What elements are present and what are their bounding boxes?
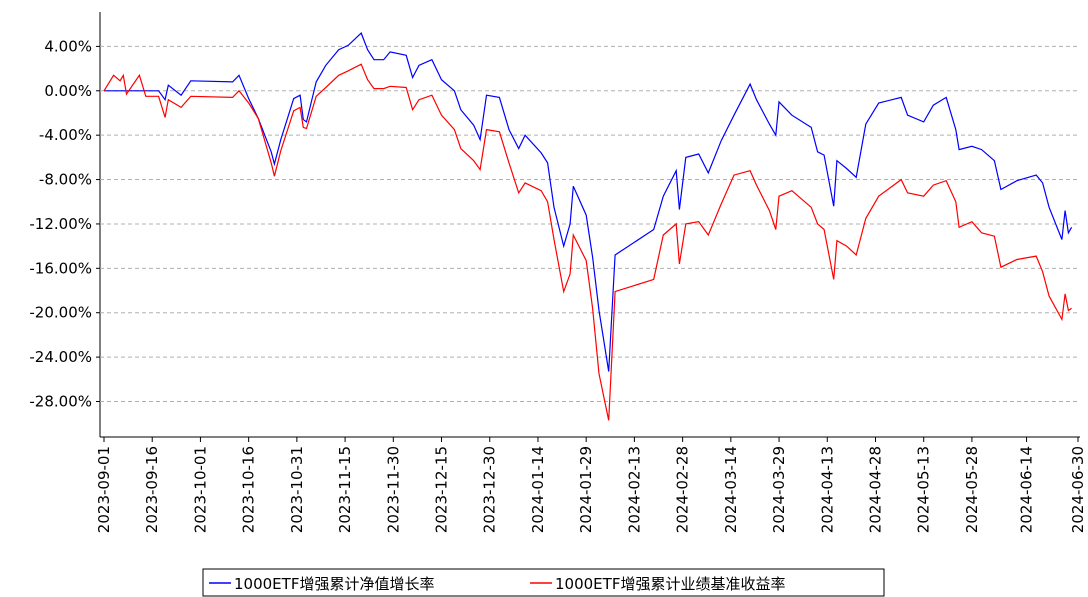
legend-label: 1000ETF增强累计净值增长率 [234, 575, 434, 593]
x-tick-label: 2024-05-13 [915, 446, 933, 533]
x-tick-label: 2023-09-01 [95, 446, 113, 533]
x-tick-label: 2024-01-14 [529, 446, 547, 533]
x-tick-label: 2023-12-30 [481, 446, 499, 533]
y-tick-label: 0.00% [44, 82, 92, 100]
x-tick-label: 2024-03-14 [722, 446, 740, 533]
y-tick-label: -8.00% [39, 171, 92, 189]
series-line [104, 32, 1073, 372]
y-tick-label: 4.00% [44, 37, 92, 55]
x-tick-label: 2024-05-28 [963, 446, 981, 533]
x-tick-label: 2023-12-15 [433, 446, 451, 533]
x-tick-label: 2024-06-30 [1069, 446, 1087, 533]
x-tick-label: 2024-01-29 [577, 446, 595, 533]
x-tick-label: 2024-06-14 [1018, 446, 1036, 533]
x-tick-label: 2024-03-29 [770, 446, 788, 533]
x-tick-label: 2024-04-28 [866, 446, 884, 533]
series-line [103, 63, 1072, 421]
y-tick-label: -16.00% [29, 259, 92, 277]
x-tick-label: 2023-10-01 [191, 446, 209, 533]
legend-label: 1000ETF增强累计业绩基准收益率 [555, 575, 785, 593]
y-tick-label: -20.00% [29, 304, 92, 322]
y-tick-label: -24.00% [29, 348, 92, 366]
y-tick-label: -28.00% [29, 392, 92, 410]
x-tick-label: 2023-10-31 [288, 446, 306, 533]
x-tick-label: 2023-11-15 [336, 446, 354, 533]
x-tick-label: 2024-04-13 [818, 446, 836, 533]
y-tick-label: -12.00% [29, 215, 92, 233]
y-tick-label: -4.00% [39, 126, 92, 144]
x-tick-label: 2023-10-16 [240, 446, 258, 533]
x-tick-label: 2023-11-30 [384, 446, 402, 533]
x-tick-label: 2024-02-13 [625, 446, 643, 533]
x-tick-label: 2023-09-16 [143, 446, 161, 533]
x-tick-label: 2024-02-28 [674, 446, 692, 533]
